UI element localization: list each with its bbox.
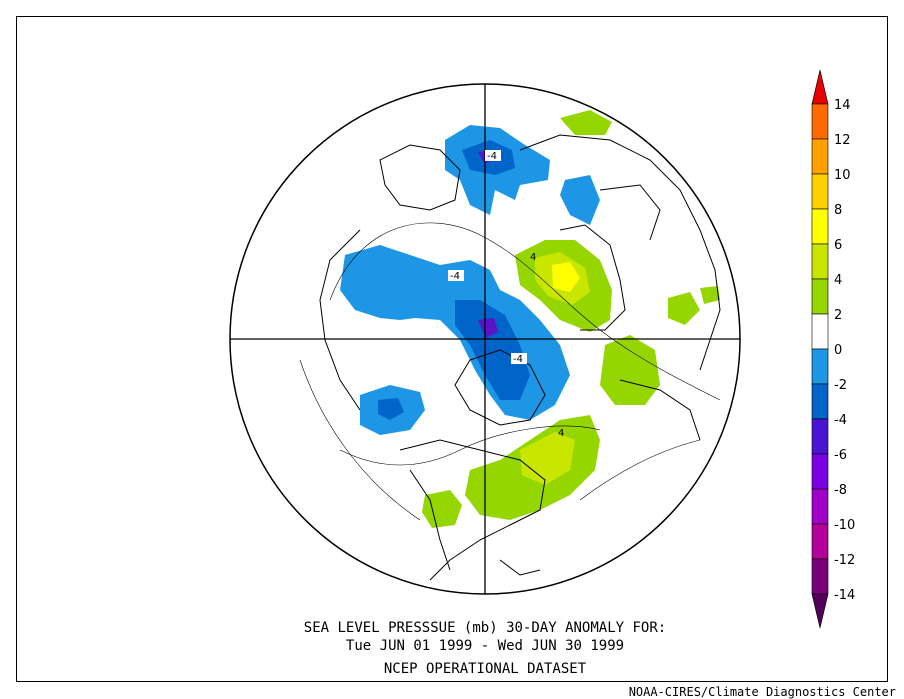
caption-date-range: Tue JUN 01 1999 - Wed JUN 30 1999 <box>345 638 625 654</box>
caption-title: SEA LEVEL PRESSSUE (mb) 30-DAY ANOMALY F… <box>303 620 667 636</box>
colorbar-segment <box>811 418 829 455</box>
contour-label: 4 <box>530 252 536 263</box>
positive-anomaly-region-north-america <box>422 490 462 528</box>
colorbar-label: 0 <box>834 343 842 358</box>
contour-label: -4 <box>487 151 497 162</box>
colorbar-segment <box>811 173 829 210</box>
anomaly-fields <box>299 110 721 581</box>
colorbar-segment <box>811 488 829 525</box>
colorbar-segment <box>811 453 829 490</box>
colorbar-label: 14 <box>834 98 851 113</box>
colorbar-label: 10 <box>834 168 851 183</box>
colorbar-label: -8 <box>834 483 847 498</box>
positive-anomaly-region-far-east <box>668 292 700 325</box>
negative-anomaly-deep-central <box>478 318 498 338</box>
colorbar-label: -12 <box>834 553 855 568</box>
contour-label-group: -4 -4 -4 4 4 <box>448 150 564 439</box>
colorbar-segment <box>811 558 829 595</box>
map-disk-outline <box>229 83 741 595</box>
positive-anomaly-region-asia <box>600 335 660 405</box>
colorbar-label: 2 <box>834 308 842 323</box>
positive-anomaly-region-atlantic-inner <box>520 432 575 485</box>
colorbar-label: -4 <box>834 413 847 428</box>
colorbar-segment <box>811 103 829 140</box>
colorbar-segment <box>811 243 829 280</box>
caption-dataset: NCEP OPERATIONAL DATASET <box>383 661 587 677</box>
colorbar-label: -6 <box>834 448 847 463</box>
color-scale-bar: 14 12 10 8 6 4 2 0 -2 -4 -6 -8 -10 -12 -14 <box>811 69 855 629</box>
colorbar-label: -2 <box>834 378 847 393</box>
colorbar-label: 4 <box>834 273 842 288</box>
contour-label: 4 <box>558 428 564 439</box>
negative-anomaly-core-central <box>455 300 530 400</box>
contour-label: -4 <box>513 354 523 365</box>
colorbar-top-arrow <box>811 69 829 105</box>
colorbar-segment <box>811 523 829 560</box>
positive-anomaly-region-east <box>560 110 612 135</box>
colorbar-segment <box>811 278 829 315</box>
colorbar-segment <box>811 208 829 245</box>
colorbar-label: -10 <box>834 518 855 533</box>
colorbar-segment <box>811 313 829 350</box>
colorbar-label: 6 <box>834 238 842 253</box>
contour-label: -4 <box>450 271 460 282</box>
negative-anomaly-core-pacific <box>378 398 404 420</box>
positive-anomaly-region-small <box>700 286 720 304</box>
colorbar-segment <box>811 138 829 175</box>
colorbar-segment <box>811 348 829 385</box>
colorbar-label: -14 <box>834 588 855 603</box>
colorbar-segment <box>811 383 829 420</box>
polar-map: -4 -4 -4 4 4 <box>229 83 741 595</box>
colorbar-label: 8 <box>834 203 842 218</box>
colorbar-label: 12 <box>834 133 851 148</box>
colorbar-bottom-arrow <box>811 593 829 629</box>
credit-text: NOAA-CIRES/Climate Diagnostics Center <box>628 685 896 699</box>
contour-lines <box>299 222 721 521</box>
coastlines <box>319 134 721 581</box>
positive-anomaly-region-europe-max <box>552 262 580 292</box>
negative-anomaly-region-europe <box>560 175 600 225</box>
